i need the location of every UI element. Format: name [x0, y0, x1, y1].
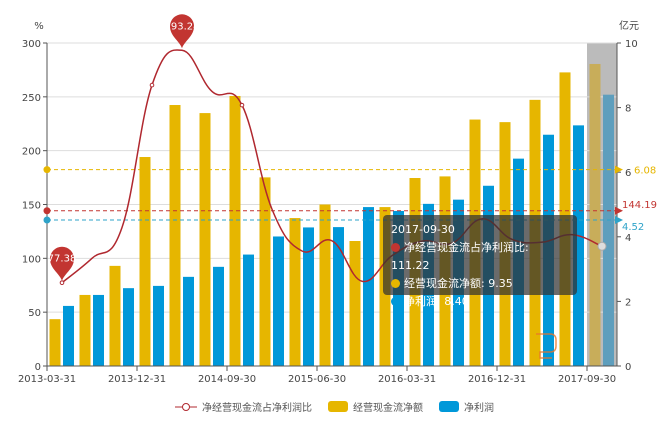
left-axis-unit: %: [34, 21, 44, 32]
ratio-point: [59, 280, 65, 285]
right-tick-label: 4: [625, 233, 631, 244]
average-line-start: [43, 216, 51, 224]
profit-bar: [303, 227, 314, 366]
profit-bar: [243, 254, 254, 366]
left-tick-label: 200: [22, 147, 41, 158]
average-line-label: 144.19: [622, 200, 657, 211]
cashflow-bar: [289, 218, 301, 366]
right-tick-label: 10: [625, 39, 638, 50]
cashflow-bar: [259, 177, 271, 366]
left-tick-label: 250: [22, 93, 41, 104]
watermark-logo-icon: [536, 333, 557, 359]
tooltip-title: 2017-09-30: [391, 223, 455, 236]
left-tick-label: 100: [22, 254, 41, 265]
legend-label-cashflow: 经营现金流净额: [353, 403, 423, 414]
left-tick-label: 150: [22, 201, 41, 212]
right-tick-label: 6: [625, 168, 631, 179]
ratio-point-active: [597, 241, 607, 251]
left-tick-label: 50: [28, 308, 41, 319]
cashflow-bar: [199, 113, 211, 366]
average-arrow-icon: [615, 206, 623, 215]
pin-marker-icon: [50, 246, 74, 281]
profit-bar: [573, 125, 584, 367]
profit-bar: [363, 207, 374, 366]
cashflow-bar: [169, 105, 181, 367]
profit-bar: [183, 276, 194, 366]
tooltip-ratio-text: 净经营现金流占净利润比: 111.22: [391, 241, 529, 272]
cashflow-bar: [319, 204, 331, 366]
profit-bar: [153, 285, 164, 366]
profit-dot-icon: [391, 297, 400, 306]
cashflow-bar: [349, 240, 361, 366]
cashflow-swatch-icon: [328, 401, 348, 412]
right-tick-label: 8: [625, 104, 631, 115]
left-tick-label: 0: [35, 362, 41, 373]
legend-label-ratio: 净经营现金流占净利润比: [202, 403, 312, 414]
line-marker-icon: [175, 402, 197, 411]
average-line-label: 6.08: [634, 166, 656, 177]
average-arrow-icon: [615, 165, 623, 174]
tooltip-profit-text: 净利润: 8.40: [404, 295, 469, 308]
pin-label: 77.38: [48, 254, 77, 265]
profit-bar: [603, 94, 614, 367]
right-tick-label: 2: [625, 297, 631, 308]
legend-item-cashflow[interactable]: 经营现金流净额: [328, 399, 423, 414]
profit-bar: [123, 288, 134, 366]
average-line-start: [43, 207, 51, 215]
x-tick-label: 2013-12-31: [108, 374, 166, 385]
x-tick-label: 2016-12-31: [468, 374, 526, 385]
profit-bar: [63, 305, 74, 366]
average-line-label: 4.52: [622, 222, 644, 233]
cashflow-bar: [139, 157, 151, 366]
cashflow-bar: [109, 265, 121, 366]
profit-bar: [93, 294, 104, 366]
profit-bar: [333, 227, 344, 366]
x-tick-label: 2014-09-30: [198, 374, 256, 385]
profit-bar: [273, 236, 284, 366]
pin-marker-icon: [170, 14, 194, 49]
legend-item-profit[interactable]: 净利润: [439, 399, 494, 414]
cashflow-bar: [49, 319, 61, 366]
average-arrow-icon: [615, 216, 623, 225]
tooltip-row-ratio: 净经营现金流占净利润比: 111.22: [391, 239, 569, 275]
profit-bar: [213, 266, 224, 366]
x-tick-label: 2013-03-31: [18, 374, 76, 385]
legend-item-ratio[interactable]: 净经营现金流占净利润比: [175, 399, 312, 414]
right-tick-label: 0: [625, 362, 631, 373]
legend: 净经营现金流占净利润比 经营现金流净额 净利润: [175, 399, 504, 414]
tooltip: 2017-09-30 净经营现金流占净利润比: 111.22 经营现金流净额: …: [383, 215, 577, 308]
legend-label-profit: 净利润: [464, 403, 494, 414]
cashflow-dot-icon: [391, 279, 400, 288]
x-tick-label: 2015-06-30: [288, 374, 346, 385]
x-tick-label: 2017-09-30: [558, 374, 616, 385]
cashflow-bar: [229, 95, 241, 367]
x-tick-label: 2016-03-31: [378, 374, 436, 385]
average-line-start: [43, 166, 51, 174]
ratio-dot-icon: [391, 243, 400, 252]
tooltip-row-profit: 净利润: 8.40: [391, 293, 569, 311]
tooltip-row-cashflow: 经营现金流净额: 9.35: [391, 275, 569, 293]
cashflow-bar: [79, 294, 91, 366]
ratio-point: [149, 82, 155, 88]
tooltip-cashflow-text: 经营现金流净额: 9.35: [404, 277, 513, 290]
ratio-point: [239, 102, 245, 108]
left-tick-label: 300: [22, 39, 41, 50]
pin-label: 293.24: [165, 21, 200, 32]
profit-swatch-icon: [439, 401, 459, 412]
right-axis-unit: 亿元: [619, 19, 639, 32]
cashflow-bar: [589, 63, 601, 367]
